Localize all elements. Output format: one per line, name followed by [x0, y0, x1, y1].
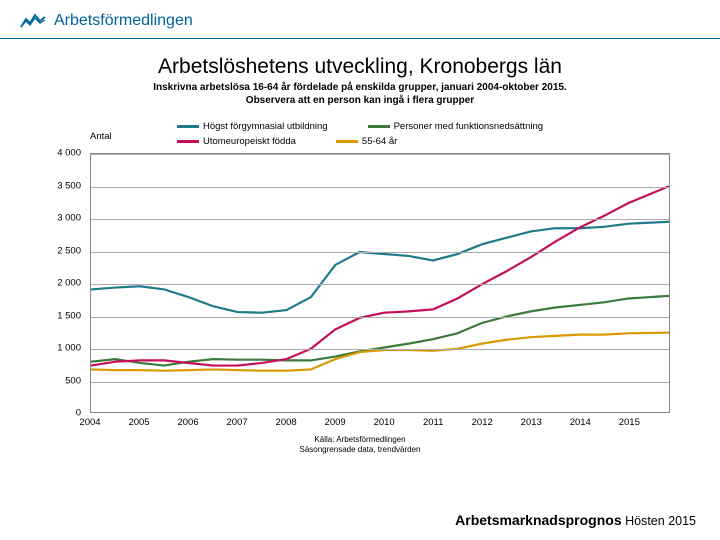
plot-area [90, 153, 670, 413]
subtitle-line2: Observera att en person kan ingå i flera… [40, 94, 680, 107]
legend: Antal Högst förgymnasial utbildning Pers… [40, 121, 680, 147]
line-chart-svg [91, 154, 669, 412]
y-axis-label: Antal [90, 131, 112, 142]
legend-swatch [177, 125, 199, 128]
chart-source: Källa: Arbetsförmedlingen Säsongrensade … [40, 435, 680, 456]
legend-item-s4: 55-64 år [336, 136, 397, 147]
series-s4 [91, 333, 669, 371]
y-axis: 05001 0001 5002 0002 5003 0003 5004 000 [50, 153, 85, 413]
logo-icon [20, 13, 46, 29]
brand-name: Arbetsförmedlingen [54, 12, 193, 30]
series-s1 [91, 222, 669, 313]
subtitle-line1: Inskrivna arbetslösa 16-64 år fördelade … [40, 81, 680, 94]
legend-item-s2: Personer med funktionsnedsättning [368, 121, 543, 132]
legend-item-s3: Utomeuropeiskt födda [177, 136, 296, 147]
series-s2 [91, 296, 669, 366]
content: Arbetslöshetens utveckling, Kronobergs l… [0, 39, 720, 456]
legend-item-s1: Högst förgymnasial utbildning [177, 121, 328, 132]
chart-subtitle: Inskrivna arbetslösa 16-64 år fördelade … [40, 81, 680, 107]
chart-title: Arbetslöshetens utveckling, Kronobergs l… [40, 55, 680, 79]
chart: 05001 0001 5002 0002 5003 0003 5004 000 … [50, 153, 670, 431]
x-axis: 2004200520062007200820092010201120122013… [90, 417, 670, 431]
series-s3 [91, 186, 669, 365]
footer: Arbetsmarknadsprognos Hösten 2015 [455, 512, 696, 528]
header: Arbetsförmedlingen [0, 0, 720, 39]
